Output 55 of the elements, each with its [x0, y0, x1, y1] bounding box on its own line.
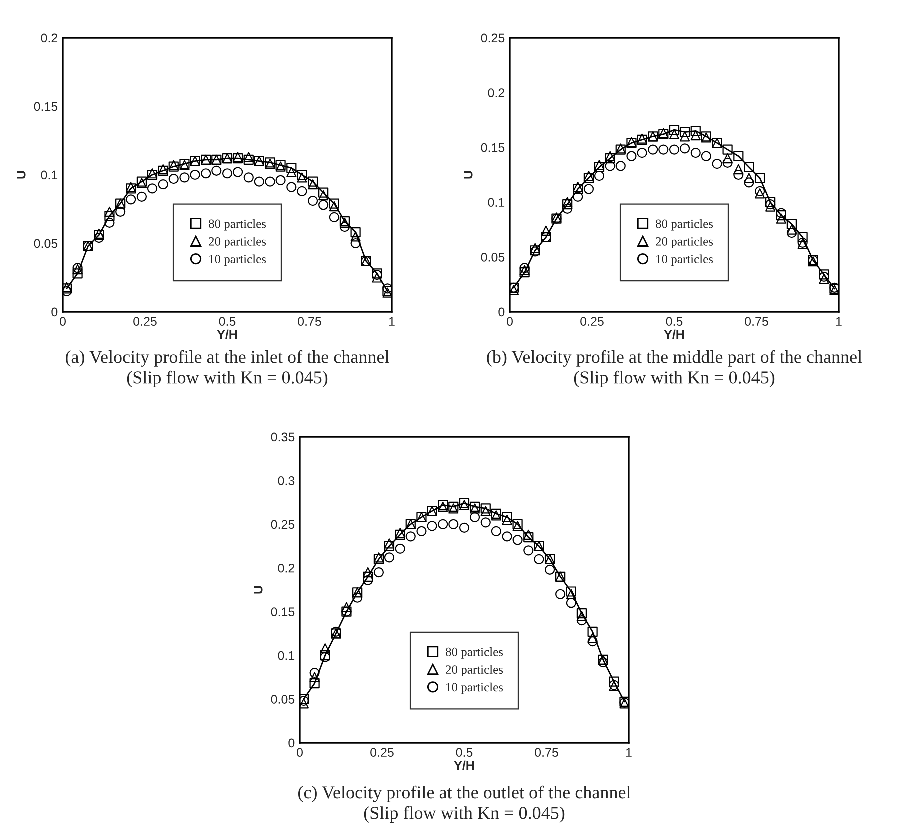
- legend-label: 20 particles: [446, 665, 504, 677]
- legend-label: 80 particles: [656, 219, 714, 231]
- x-tick-label: 1: [389, 317, 395, 326]
- y-tick-label: 0.2: [278, 564, 295, 573]
- x-axis-title: Y/H: [454, 760, 474, 770]
- x-tick-label: 0: [507, 317, 513, 326]
- y-tick-label: 0.15: [481, 143, 505, 152]
- y-tick-label: 0.05: [481, 253, 505, 262]
- y-tick-label: 0.25: [481, 34, 505, 43]
- y-tick-label: 0: [52, 308, 58, 317]
- x-tick-label: 0.25: [370, 748, 394, 758]
- x-tick-label: 0.5: [666, 317, 683, 326]
- y-tick-label: 0.35: [271, 432, 295, 442]
- y-tick-label: 0.2: [41, 34, 58, 43]
- legend-label: 10 particles: [446, 682, 504, 694]
- y-tick-label: 0.15: [34, 102, 58, 112]
- text: (a) Velocity profile at the inlet of the channel: [66, 350, 390, 367]
- text: (b) Velocity profile at the middle part of the channel: [487, 350, 862, 367]
- x-axis-title: Y/H: [217, 330, 238, 340]
- x-tick-label: 0.25: [134, 317, 157, 326]
- x-axis-title: Y/H: [664, 330, 684, 340]
- y-tick-label: 0: [288, 738, 295, 748]
- y-tick-label: 0.25: [271, 520, 295, 530]
- legend-label: 10 particles: [210, 254, 266, 266]
- legend-label: 80 particles: [446, 648, 504, 659]
- y-axis-title: U: [254, 586, 263, 594]
- y-tick-label: 0.05: [271, 695, 295, 704]
- x-tick-label: 0.25: [580, 317, 604, 326]
- y-tick-label: 0.1: [278, 651, 295, 660]
- y-tick-label: 0.15: [271, 608, 295, 617]
- x-tick-label: 0.75: [535, 748, 558, 758]
- x-tick-label: 0.5: [219, 317, 236, 326]
- x-tick-label: 0.75: [745, 317, 768, 326]
- y-tick-label: 0.05: [34, 239, 58, 248]
- y-tick-label: 0.3: [278, 476, 295, 486]
- legend-label: 10 particles: [656, 254, 714, 266]
- y-tick-label: 0: [498, 308, 505, 317]
- x-tick-label: 1: [626, 748, 632, 757]
- y-tick-label: 0.1: [41, 170, 58, 180]
- text: (Slip flow with Kn = 0.045): [127, 370, 328, 388]
- y-axis-title: U: [17, 171, 26, 179]
- x-tick-label: 1: [836, 317, 842, 326]
- text: (Slip flow with Kn = 0.045): [364, 806, 565, 823]
- y-tick-label: 0.1: [488, 198, 505, 208]
- x-tick-label: 0: [60, 317, 66, 326]
- text: (Slip flow with Kn = 0.045): [574, 370, 775, 388]
- x-tick-label: 0: [297, 748, 303, 758]
- x-tick-label: 0.5: [456, 748, 473, 758]
- text: (c) Velocity profile at the outlet of the channel: [298, 786, 631, 802]
- legend-label: 80 particles: [208, 219, 266, 231]
- y-axis-title: U: [464, 171, 473, 179]
- legend-label: 20 particles: [209, 237, 266, 248]
- legend-label: 20 particles: [656, 237, 714, 248]
- y-tick-label: 0.2: [488, 88, 505, 98]
- x-tick-label: 0.75: [298, 317, 322, 326]
